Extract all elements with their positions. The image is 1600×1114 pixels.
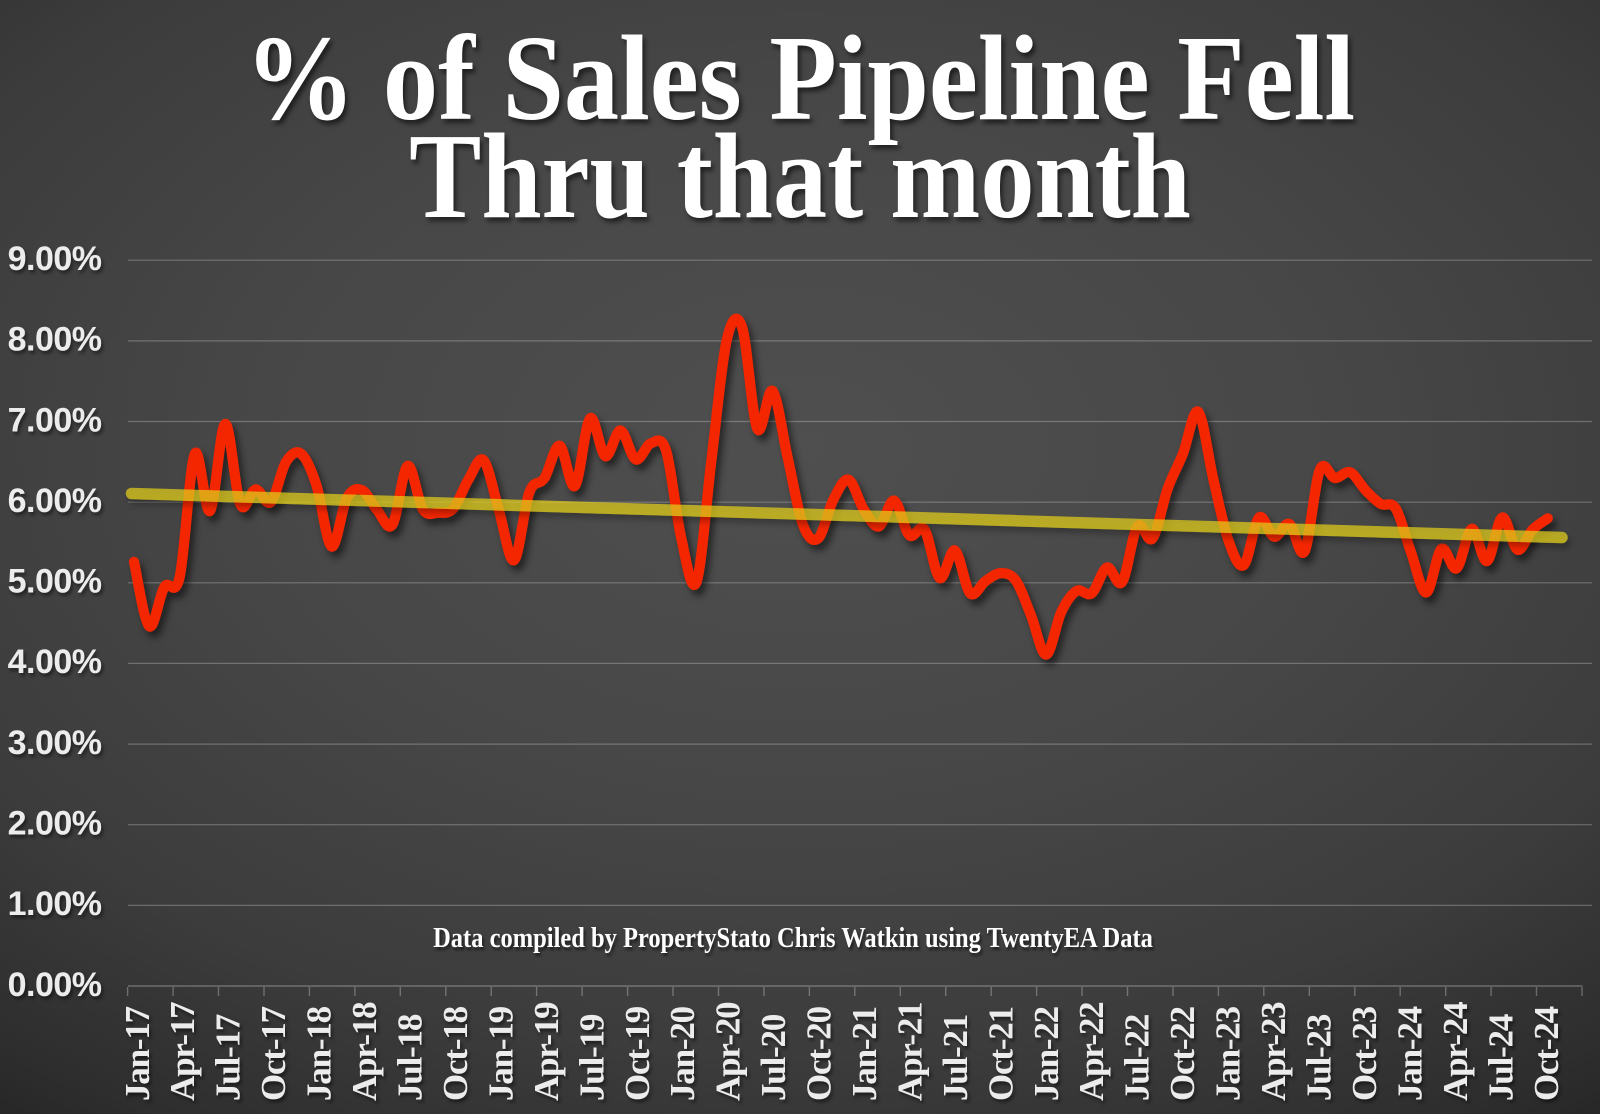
svg-text:Apr-19: Apr-19 [527, 1002, 566, 1101]
svg-text:Apr-20: Apr-20 [709, 1002, 748, 1101]
svg-text:Jul-23: Jul-23 [1300, 1014, 1339, 1101]
svg-text:Apr-21: Apr-21 [891, 1003, 930, 1101]
svg-text:Oct-21: Oct-21 [981, 1007, 1020, 1101]
svg-text:4.00%: 4.00% [8, 643, 102, 681]
svg-text:9.00%: 9.00% [8, 240, 102, 278]
svg-text:Oct-23: Oct-23 [1345, 1006, 1384, 1101]
svg-text:Apr-23: Apr-23 [1254, 1002, 1293, 1101]
svg-text:6.00%: 6.00% [8, 482, 102, 520]
svg-text:Jul-18: Jul-18 [391, 1014, 430, 1101]
svg-text:Jan-17: Jan-17 [118, 1006, 157, 1101]
svg-text:Oct-18: Oct-18 [436, 1006, 475, 1101]
svg-text:Jan-19: Jan-19 [481, 1006, 520, 1101]
svg-text:Apr-17: Apr-17 [163, 1002, 202, 1101]
svg-text:Jan-24: Jan-24 [1390, 1006, 1429, 1101]
svg-text:0.00%: 0.00% [8, 966, 102, 1004]
svg-text:2.00%: 2.00% [8, 805, 102, 843]
svg-text:5.00%: 5.00% [8, 563, 102, 601]
svg-text:Apr-18: Apr-18 [345, 1002, 384, 1101]
svg-text:Jan-22: Jan-22 [1027, 1007, 1066, 1101]
svg-text:3.00%: 3.00% [8, 724, 102, 762]
svg-text:Jul-17: Jul-17 [209, 1014, 248, 1101]
svg-text:Oct-20: Oct-20 [800, 1006, 839, 1101]
svg-text:Apr-22: Apr-22 [1072, 1003, 1111, 1101]
svg-text:Oct-19: Oct-19 [618, 1006, 657, 1101]
svg-text:Jan-18: Jan-18 [300, 1006, 339, 1101]
svg-text:1.00%: 1.00% [8, 885, 102, 923]
svg-text:7.00%: 7.00% [8, 401, 102, 439]
svg-text:Jul-20: Jul-20 [754, 1014, 793, 1101]
svg-text:Oct-17: Oct-17 [254, 1006, 293, 1101]
svg-text:8.00%: 8.00% [8, 321, 102, 359]
svg-text:Jul-22: Jul-22 [1118, 1015, 1157, 1101]
svg-text:Jul-24: Jul-24 [1481, 1014, 1520, 1101]
svg-text:Jan-23: Jan-23 [1209, 1006, 1248, 1101]
svg-text:Oct-24: Oct-24 [1527, 1006, 1566, 1101]
svg-text:Jul-21: Jul-21 [936, 1015, 975, 1101]
svg-text:Oct-22: Oct-22 [1163, 1007, 1202, 1101]
svg-text:Jul-19: Jul-19 [572, 1014, 611, 1101]
svg-text:Apr-24: Apr-24 [1436, 1002, 1475, 1101]
svg-text:Jan-20: Jan-20 [663, 1006, 702, 1101]
svg-text:Jan-21: Jan-21 [845, 1007, 884, 1101]
